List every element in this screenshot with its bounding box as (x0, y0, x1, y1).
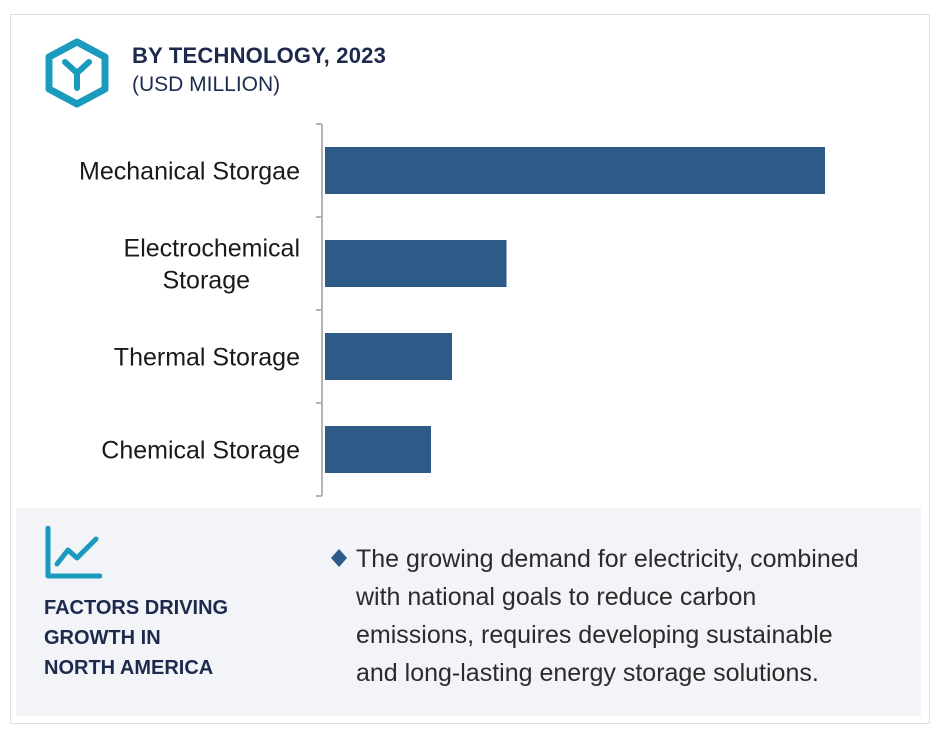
factors-heading-line: FACTORS DRIVING (44, 597, 229, 619)
factors-heading-line: GROWTH IN (44, 627, 161, 649)
category-label: Mechanical Storgae (79, 158, 300, 186)
factors-panel (16, 508, 921, 716)
bullet-text-line: emissions, requires developing sustainab… (356, 621, 833, 649)
category-label-line: Storage (162, 267, 250, 295)
diamond-bullet-icon (331, 549, 347, 567)
bar (325, 240, 507, 287)
bullet-text-line: and long-lasting energy storage solution… (356, 659, 819, 687)
bar-chart: Mechanical Storgae Electrochemical Storage… (79, 123, 825, 497)
bar (325, 333, 452, 380)
category-label: Electrochemical Storage (124, 235, 300, 295)
factors-bullet-text: The growing demand for electricity, comb… (356, 540, 922, 692)
category-label-line: Electrochemical (124, 235, 300, 263)
chart-subtitle: (USD MILLION) (132, 73, 281, 96)
category-label: Chemical Storage (101, 437, 300, 465)
factors-heading-line: NORTH AMERICA (44, 657, 214, 679)
category-label: Thermal Storage (114, 344, 300, 372)
category-label-line: Chemical Storage (101, 437, 300, 465)
chart-title: BY TECHNOLOGY, 2023 (132, 43, 387, 68)
category-label-line: Thermal Storage (114, 344, 300, 372)
line-chart-icon (45, 526, 102, 579)
bullet-text-line: The growing demand for electricity, comb… (356, 545, 859, 573)
bullet-text-line: with national goals to reduce carbon (356, 583, 757, 611)
hexagon-y-logo-icon (45, 38, 109, 108)
bar (325, 147, 825, 194)
factors-heading: FACTORS DRIVING GROWTH IN NORTH AMERICA (44, 593, 284, 683)
category-label-line: Mechanical Storgae (79, 158, 300, 186)
bar (325, 426, 431, 473)
